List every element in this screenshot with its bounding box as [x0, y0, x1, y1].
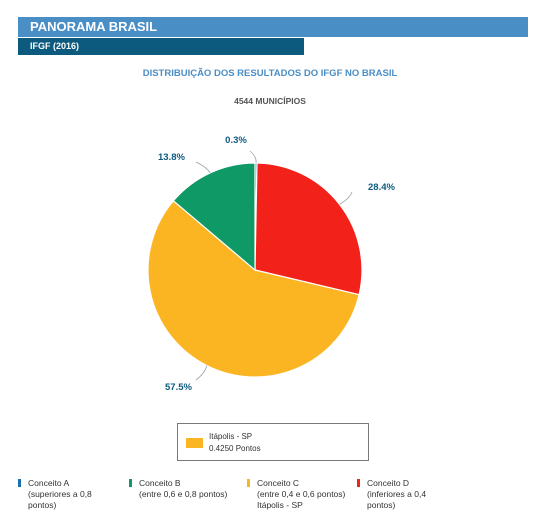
tooltip-city: Itápolis - SP [209, 432, 253, 441]
legend-swatch [129, 479, 132, 487]
legend-label: Conceito B [139, 478, 181, 488]
tooltip-score: 0.4250 Pontos [209, 444, 261, 453]
legend-desc: Itápolis - SP [257, 500, 303, 510]
pie-slice-conceito-b[interactable] [172, 162, 256, 272]
data-label: 0.3% [225, 135, 247, 146]
panel-header: PANORAMA BRASIL [18, 17, 528, 37]
data-label-connector [195, 161, 211, 174]
data-label-connector [195, 365, 208, 381]
legend-desc: (inferiores a 0,4 [367, 489, 427, 499]
pie-slice-conceito-d[interactable] [254, 162, 363, 296]
legend-desc: pontos) [367, 500, 396, 510]
legend-label: Conceito A [28, 478, 70, 488]
chart-subtitle: 4544 MUNICÍPIOS [234, 96, 306, 106]
tooltip-swatch [186, 438, 203, 448]
data-label: 13.8% [158, 152, 185, 163]
legend-label: Conceito C [257, 478, 300, 488]
data-label-connector [339, 191, 353, 205]
pie-slice-conceito-c[interactable] [147, 199, 360, 378]
panel-subheader: IFGF (2016) [18, 38, 304, 55]
legend-desc: (entre 0,6 e 0,8 pontos) [139, 489, 228, 499]
legend-desc: (superiores a 0,8 [28, 489, 92, 499]
tooltip: Itápolis - SP 0.4250 Pontos [177, 423, 369, 461]
legend-swatch [247, 479, 250, 487]
data-label: 28.4% [368, 182, 395, 193]
legend-swatch [357, 479, 360, 487]
data-label: 57.5% [165, 382, 192, 393]
legend: Conceito A (superiores a 0,8 pontos) Con… [18, 478, 528, 518]
data-label-connector [249, 150, 257, 164]
pie-chart: 0.3% 28.4% 57.5% 13.8% [147, 135, 395, 393]
legend-desc: pontos) [28, 500, 57, 510]
chart-title: DISTRIBUIÇÃO DOS RESULTADOS DO IFGF NO B… [142, 68, 398, 79]
legend-desc: (entre 0,4 e 0,6 pontos) [257, 489, 346, 499]
legend-label: Conceito D [367, 478, 410, 488]
legend-swatch [18, 479, 21, 487]
